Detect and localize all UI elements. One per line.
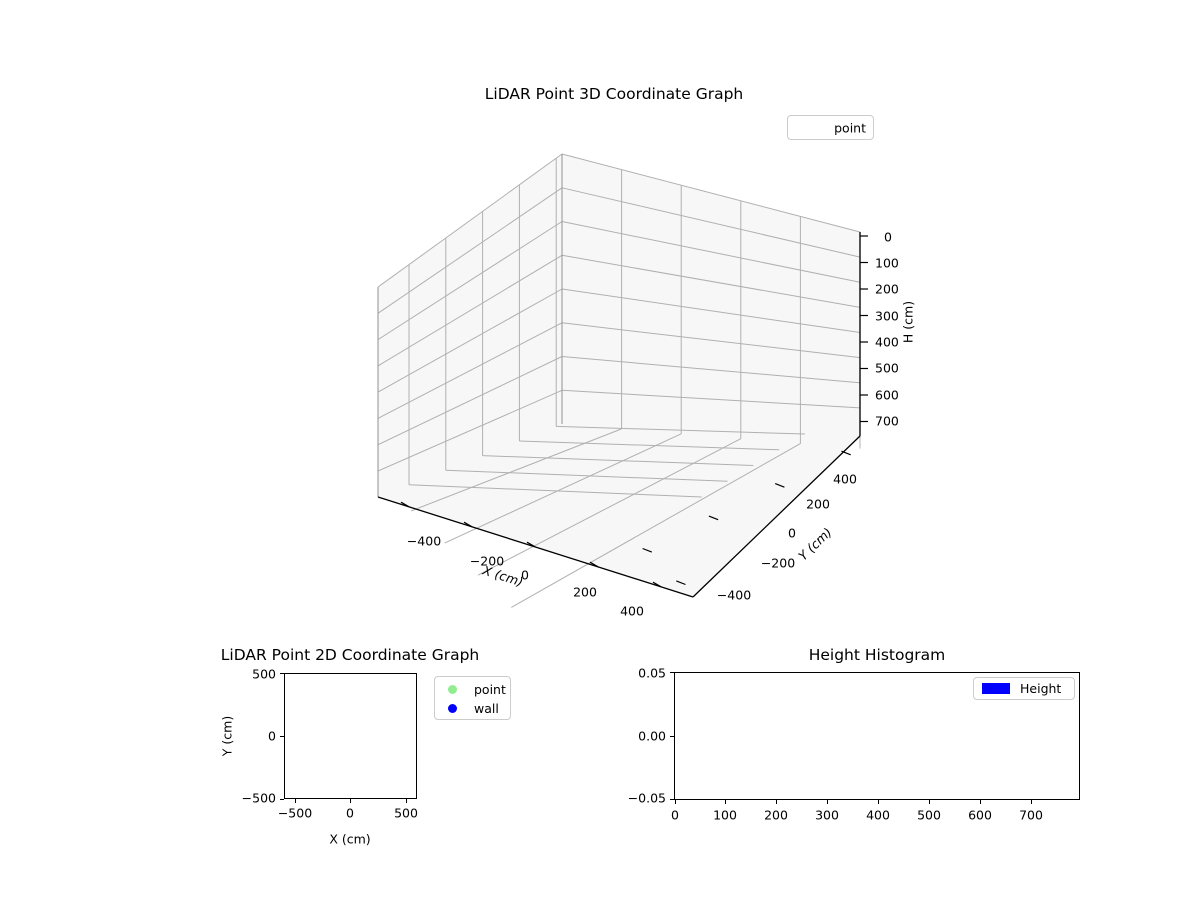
plot2d-title: LiDAR Point 2D Coordinate Graph — [220, 646, 480, 664]
histogram-ytick-0: 0.05 — [638, 665, 666, 681]
plot3d-legend-label-point: point — [834, 120, 866, 135]
plot3d-pane-left — [378, 154, 562, 497]
histogram-xtickmark-1 — [725, 800, 726, 804]
plot3d-axes[interactable]: −400 −200 0 200 400 X (cm) −400 −200 0 2… — [300, 120, 920, 620]
plot2d-xtick-1: 0 — [346, 805, 354, 821]
histogram-legend-label-height: Height — [1020, 681, 1062, 696]
plot3d-ytick-0: −400 — [716, 587, 752, 603]
histogram-xtick-2: 200 — [764, 807, 788, 823]
histogram-xtickmark-4 — [878, 800, 879, 804]
plot3d-x-ticks — [400, 501, 662, 588]
plot2d-xtickmark-1 — [350, 799, 351, 803]
histogram-xtickmark-6 — [980, 800, 981, 804]
histogram-ytick-2: −0.05 — [627, 790, 666, 806]
histogram-xtickmark-7 — [1031, 800, 1032, 804]
histogram-xtick-7: 700 — [1019, 807, 1043, 823]
plot3d-y-ticks — [642, 450, 851, 586]
histogram-title: Height Histogram — [808, 646, 946, 664]
histogram-ytick-1: 0.00 — [638, 728, 666, 744]
plot3d-y-axis-line — [692, 435, 861, 598]
plot3d-ztick-5: 500 — [875, 360, 899, 376]
histogram-xtick-1: 100 — [713, 807, 737, 823]
histogram-xtickmark-0 — [675, 800, 676, 804]
plot2d-ytick-1: 0 — [268, 728, 276, 744]
plot2d-legend-marker-point — [448, 685, 457, 694]
plot2d-legend-label-wall: wall — [474, 701, 499, 716]
plot3d-axis-spines — [377, 232, 861, 598]
plot3d-gridlines — [377, 153, 861, 608]
plot2d-xaxis-label: X (cm) — [329, 831, 371, 847]
plot3d-ytick-3: 200 — [806, 496, 830, 512]
plot3d-title: LiDAR Point 3D Coordinate Graph — [484, 85, 744, 103]
histogram-ytickmark-2 — [670, 799, 674, 800]
plot3d-pane-right — [562, 154, 860, 436]
plot3d-ztick-1: 100 — [875, 255, 899, 271]
histogram-legend-marker-height — [982, 683, 1010, 694]
plot2d-axes[interactable] — [284, 673, 417, 799]
plot2d-ytickmark-1 — [280, 736, 284, 737]
histogram-xtick-0: 0 — [671, 807, 679, 823]
plot2d-legend-label-point: point — [474, 682, 506, 697]
plot3d-ztick-3: 300 — [875, 308, 899, 324]
plot2d-ytick-2: −500 — [241, 790, 276, 806]
histogram-ytickmark-1 — [670, 736, 674, 737]
plot2d-xtickmark-2 — [406, 799, 407, 803]
plot2d-ytickmark-2 — [280, 799, 284, 800]
histogram-xtick-5: 500 — [917, 807, 941, 823]
plot2d-ytickmark-0 — [280, 673, 284, 674]
plot3d-xtick-3: 200 — [573, 584, 597, 600]
plot2d-xtick-0: −500 — [277, 805, 313, 821]
plot3d-ztick-7: 700 — [875, 413, 899, 429]
plot2d-legend-marker-wall — [448, 704, 457, 713]
plot2d-yaxis-label: Y (cm) — [219, 715, 235, 757]
plot3d-xtick-1: −200 — [469, 553, 505, 569]
plot3d-xtick-0: −400 — [406, 533, 442, 549]
plot2d-ytick-0: 500 — [252, 666, 276, 682]
histogram-xtickmark-5 — [929, 800, 930, 804]
plot3d-legend: point — [787, 115, 874, 140]
plot2d-legend: point wall — [434, 676, 511, 720]
plot2d-legend-entry-point: point — [435, 680, 506, 699]
histogram-xtick-3: 300 — [815, 807, 839, 823]
plot3d-zaxis-label: H (cm) — [900, 300, 916, 344]
plot3d-ytick-2: 0 — [788, 525, 796, 541]
histogram-xtick-6: 600 — [968, 807, 992, 823]
histogram-xtick-4: 400 — [866, 807, 890, 823]
histogram-xtickmark-2 — [776, 800, 777, 804]
plot3d-canvas — [377, 153, 868, 608]
plot2d-xtickmark-0 — [295, 799, 296, 803]
plot3d-xtick-4: 400 — [620, 603, 644, 619]
histogram-ytickmark-0 — [670, 672, 674, 673]
plot3d-ytick-1: −200 — [760, 555, 796, 571]
plot3d-x-axis-line — [377, 496, 694, 598]
plot3d-ztick-4: 400 — [875, 334, 899, 350]
plot2d-xtick-2: 500 — [394, 805, 418, 821]
histogram-xtickmark-3 — [827, 800, 828, 804]
histogram-legend: Height — [973, 677, 1075, 700]
plot3d-ztick-6: 600 — [875, 387, 899, 403]
plot3d-ztick-2: 200 — [875, 281, 899, 297]
plot3d-ytick-4: 400 — [833, 471, 857, 487]
plot3d-ztick-0: 0 — [884, 229, 892, 245]
plot2d-legend-entry-wall: wall — [435, 699, 504, 718]
plot3d-xtick-2: 0 — [521, 567, 529, 583]
plot3d-pane-floor — [378, 424, 860, 597]
plot3d-z-ticks — [860, 235, 868, 423]
